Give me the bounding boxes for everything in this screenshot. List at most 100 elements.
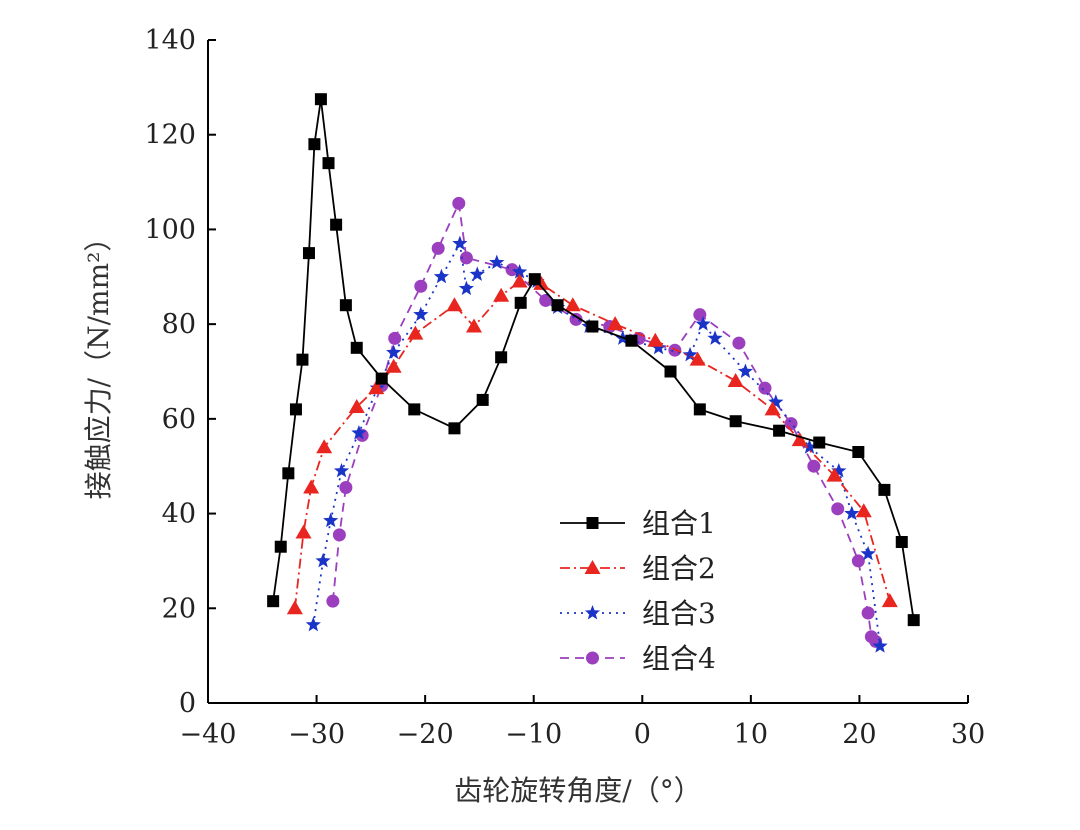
series-2-point [855, 503, 872, 518]
series-4-point [326, 594, 340, 608]
series-2-point [564, 297, 581, 312]
series-1-point [274, 540, 287, 553]
series-1 [267, 93, 920, 627]
legend-item-3: 组合3 [560, 597, 716, 630]
series-1-point [330, 218, 343, 231]
x-axis-title: 齿轮旋转角度/（°） [454, 774, 701, 807]
y-tick-label: 40 [162, 499, 196, 530]
series-4-point [693, 308, 707, 322]
series-1-point [528, 273, 541, 286]
series-2-point [466, 318, 482, 333]
y-tick-label: 60 [162, 404, 196, 435]
y-axis-ticks: 0 20 40 60 80 100 120 140 [144, 25, 216, 719]
x-tick-label: 10 [734, 719, 768, 750]
series-2-point [533, 275, 550, 290]
series-2-point [511, 273, 528, 288]
series-2-point [689, 351, 706, 366]
series-1-point [773, 424, 786, 437]
y-tick-label: 20 [162, 593, 196, 624]
series-3-point [489, 254, 505, 270]
y-tick-label: 0 [179, 688, 196, 719]
series-4-point [414, 279, 428, 293]
series-1-point [476, 393, 489, 406]
y-tick-label: 120 [144, 120, 196, 151]
series-4-point [452, 196, 466, 210]
series-4-point [861, 606, 875, 620]
series-1-point [267, 595, 280, 608]
series-3-point [452, 235, 468, 251]
series-4-point [459, 251, 473, 265]
series-3-point [872, 638, 888, 653]
series-2-point [316, 439, 333, 454]
series-1-point [322, 157, 335, 170]
x-tick-label: −40 [180, 719, 237, 750]
series-3-point [315, 552, 331, 568]
series-1-point [314, 93, 327, 106]
series-2-point [764, 401, 781, 416]
series-1-point [625, 334, 638, 347]
series-4-point [831, 502, 845, 516]
series-4-point [851, 554, 865, 568]
series-1-point [289, 403, 302, 416]
y-tick-label: 80 [162, 309, 196, 340]
legend-label: 组合4 [642, 642, 716, 675]
series-1-point [282, 467, 295, 480]
series-2-point [295, 524, 312, 539]
x-axis-ticks: −40 −30 −20 −10 0 10 20 30 [180, 695, 985, 750]
series-2-point [407, 325, 424, 340]
series-4-point [758, 381, 772, 395]
series-1-point [693, 403, 706, 416]
series-2-point [348, 399, 365, 414]
series-1-point [350, 341, 363, 354]
x-tick-label: 30 [951, 719, 985, 750]
series-3-point [305, 616, 321, 632]
series-3-point [801, 439, 818, 454]
legend-label: 组合1 [642, 507, 716, 540]
series-3-point [831, 462, 847, 478]
series-3-point [707, 330, 723, 345]
series-2-point [368, 380, 385, 395]
series-3-point [351, 425, 367, 440]
series-1-point [664, 365, 677, 378]
series-4-point [784, 417, 798, 431]
series-4-point [732, 336, 746, 350]
series-3-point [469, 266, 485, 281]
legend-marker [586, 517, 599, 529]
series-2-point [727, 372, 744, 387]
series-3-point [386, 344, 402, 360]
series-1-line [272, 99, 915, 621]
series-layer [267, 93, 920, 653]
legend-label: 组合3 [642, 597, 716, 630]
x-tick-label: −10 [505, 719, 562, 750]
plot-area: 0 20 40 60 80 100 120 140 −40 −30 −20 −10 0 10 20 30 [144, 25, 985, 750]
series-2-point [791, 432, 808, 447]
series-1-point [586, 320, 599, 333]
y-tick-label: 100 [144, 214, 196, 245]
series-2-point [826, 467, 843, 482]
series-4-point [332, 528, 346, 542]
series-2-point [493, 287, 510, 302]
series-3-point [844, 505, 860, 521]
series-2-point [303, 479, 320, 494]
series-2 [286, 273, 898, 615]
legend-item-2: 组合2 [560, 552, 716, 585]
series-1-point [514, 296, 527, 309]
series-2-point [647, 332, 664, 347]
series-1-point [296, 353, 309, 366]
series-3-point [433, 268, 450, 284]
series-2-point [286, 600, 303, 615]
series-3-point [860, 545, 876, 561]
series-4-point [339, 481, 353, 495]
series-3-point [323, 512, 339, 528]
series-4-point [431, 241, 445, 255]
x-tick-label: −30 [288, 719, 345, 750]
series-1-point [495, 351, 508, 364]
series-4-point [505, 263, 519, 277]
series-4-point [388, 331, 402, 345]
series-1-point [878, 483, 891, 496]
series-1-point [895, 535, 908, 548]
y-axis-title: 接触应力/（N/mm²） [82, 224, 115, 500]
series-4-point [539, 293, 553, 307]
series-1-point [302, 247, 315, 260]
